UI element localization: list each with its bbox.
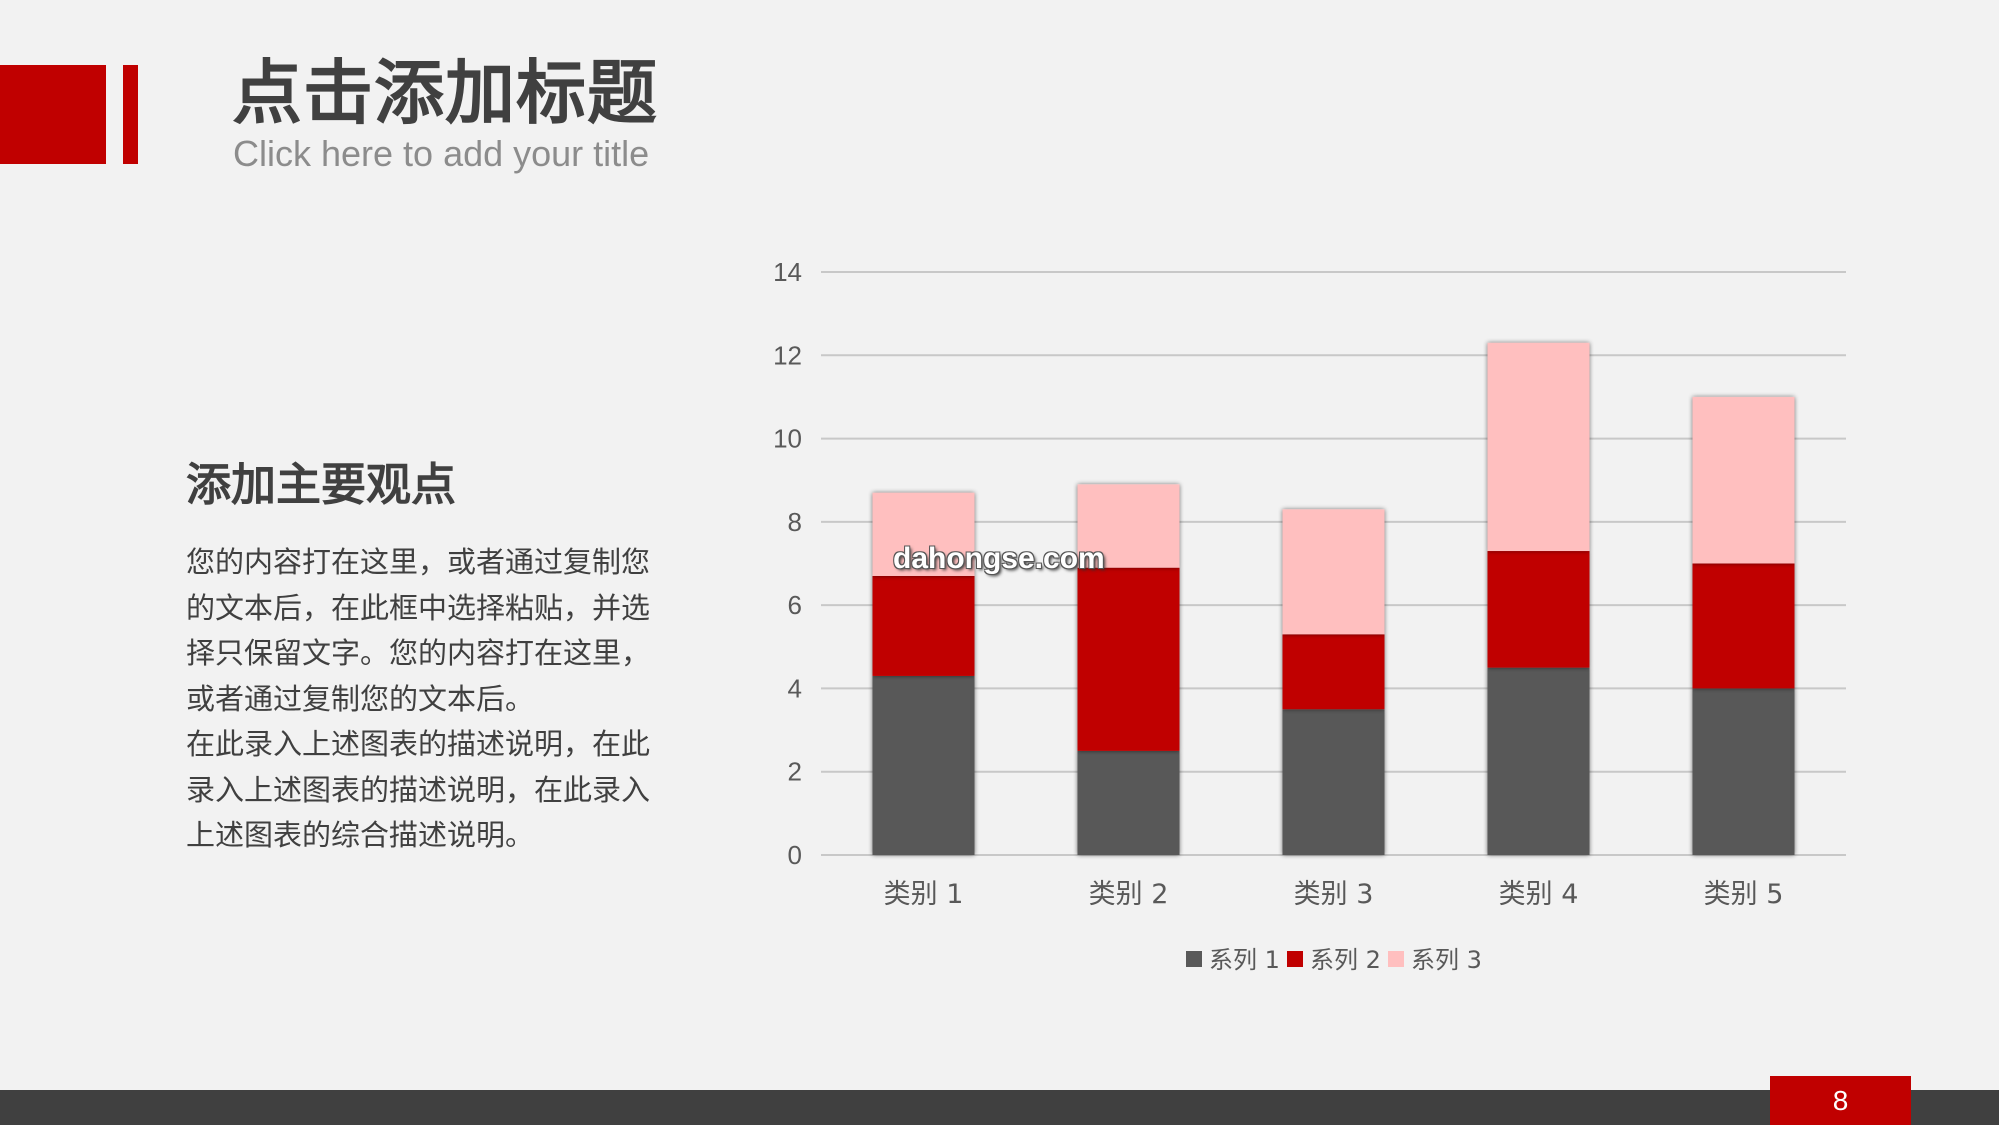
footer-bar <box>0 1090 1999 1125</box>
bar-segment-series-2 <box>1077 567 1180 751</box>
y-tick-label: 4 <box>788 673 802 703</box>
bar-segment-series-1 <box>1077 750 1180 855</box>
axis-labels: 0 2 4 6 8 10 12 14 类别 1 类别 2 类别 3 类别 4 类别 5 <box>773 257 1783 910</box>
watermark-text: dahongse.com <box>893 542 1105 575</box>
x-category-label: 类别 1 <box>884 879 964 910</box>
bar-segment-series-1 <box>1282 709 1385 855</box>
title-accent-bar <box>123 65 138 164</box>
bar-segment-series-3 <box>1282 509 1385 635</box>
y-tick-label: 8 <box>788 507 802 537</box>
y-tick-label: 12 <box>773 340 802 370</box>
bar-segment-series-1 <box>1487 667 1590 855</box>
bar-segment-series-2 <box>1282 634 1385 710</box>
page-number-badge: 8 <box>1770 1076 1911 1125</box>
bars <box>872 342 1795 855</box>
legend-label: 系列 3 <box>1411 946 1482 974</box>
y-tick-label: 10 <box>773 424 802 454</box>
slide-subtitle[interactable]: Click here to add your title <box>233 133 650 174</box>
body-paragraph-1[interactable]: 您的内容打在这里，或者通过复制您的文本后，在此框中选择粘贴，并选择只保留文字。您… <box>186 545 651 716</box>
y-tick-label: 6 <box>788 590 802 620</box>
x-category-label: 类别 5 <box>1704 879 1784 910</box>
bar-segment-series-3 <box>872 492 975 576</box>
stacked-bar-chart: 0 2 4 6 8 10 12 14 类别 1 类别 2 类别 3 类别 4 类别 5 系列 1 系列 2… <box>773 257 1846 974</box>
legend-swatch <box>1186 951 1202 967</box>
body-paragraph-2[interactable]: 在此录入上述图表的描述说明，在此录入上述图表的描述说明，在此录入上述图表的综合描… <box>186 727 651 852</box>
y-tick-label: 2 <box>788 757 802 787</box>
bar-segment-series-2 <box>1487 551 1590 668</box>
slide-title[interactable]: 点击添加标题 <box>232 52 658 134</box>
bar-segment-series-1 <box>872 675 975 855</box>
legend-swatch <box>1388 951 1404 967</box>
y-tick-label: 14 <box>773 257 802 287</box>
x-category-label: 类别 2 <box>1089 879 1169 910</box>
y-tick-label: 0 <box>788 840 802 870</box>
main-point-heading[interactable]: 添加主要观点 <box>186 458 457 511</box>
x-category-label: 类别 3 <box>1294 879 1374 910</box>
x-category-label: 类别 4 <box>1499 879 1579 910</box>
legend-label: 系列 1 <box>1209 946 1280 974</box>
bar-segment-series-3 <box>1487 342 1590 552</box>
bar-segment-series-1 <box>1692 688 1795 855</box>
legend-label: 系列 2 <box>1310 946 1381 974</box>
bar-segment-series-3 <box>1692 396 1795 564</box>
legend-swatch <box>1287 951 1303 967</box>
bar-segment-series-2 <box>1692 563 1795 689</box>
bar-segment-series-3 <box>1077 484 1180 568</box>
bar-segment-series-2 <box>872 575 975 676</box>
page-number: 8 <box>1832 1084 1849 1116</box>
legend: 系列 1 系列 2 系列 3 <box>1186 946 1482 974</box>
title-accent-block <box>0 65 106 164</box>
